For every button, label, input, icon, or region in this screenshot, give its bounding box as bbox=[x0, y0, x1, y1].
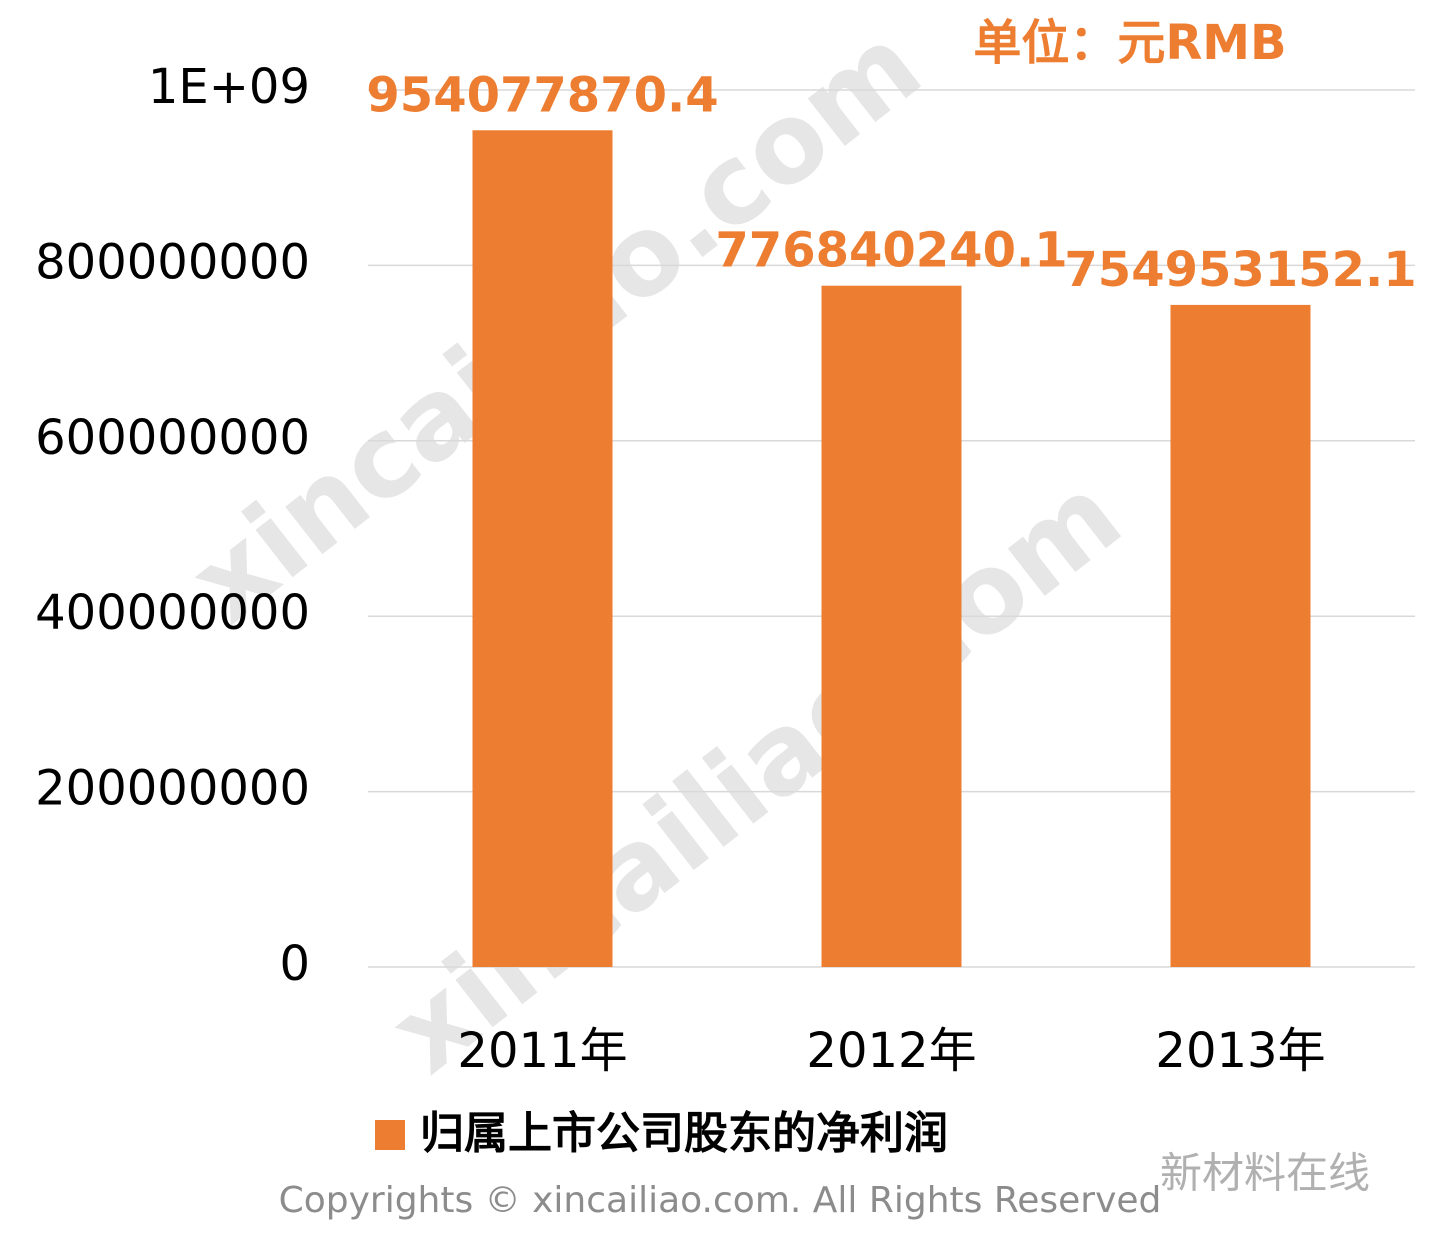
y-tick-label: 800000000 bbox=[35, 234, 310, 290]
bar bbox=[1170, 304, 1311, 967]
footer: Copyrights © xincailiao.com. All Rights … bbox=[279, 1180, 1162, 1221]
logo: 新材料在线 bbox=[1160, 1149, 1370, 1198]
y-tick-label: 200000000 bbox=[35, 761, 310, 817]
data-label: 776840240.1 bbox=[715, 223, 1067, 279]
y-tick-label: 400000000 bbox=[35, 585, 310, 641]
data-label: 954077870.4 bbox=[366, 67, 718, 123]
y-tick-label: 600000000 bbox=[35, 410, 310, 466]
data-label: 754953152.1 bbox=[1064, 242, 1416, 298]
unit-annotation: 单位：元RMB bbox=[973, 15, 1286, 71]
legend-swatch bbox=[375, 1120, 405, 1150]
bar bbox=[821, 285, 962, 967]
bar bbox=[472, 130, 613, 968]
y-tick-label: 1E+09 bbox=[148, 59, 310, 115]
y-tick-label: 0 bbox=[279, 936, 310, 992]
x-tick-label: 2012年 bbox=[806, 1023, 976, 1079]
x-tick-label: 2011年 bbox=[457, 1023, 627, 1079]
x-tick-label: 2013年 bbox=[1155, 1023, 1325, 1079]
legend-label: 归属上市公司股东的净利润 bbox=[420, 1108, 948, 1159]
